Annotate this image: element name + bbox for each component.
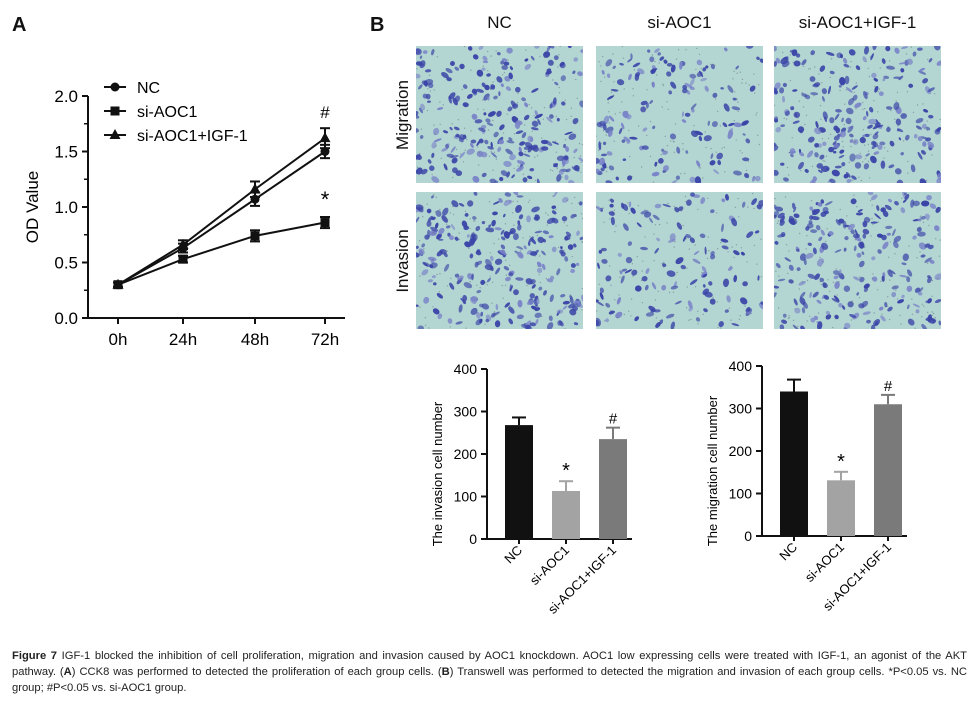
micrograph-migration-nc (416, 46, 583, 183)
caption-text-b: ) Transwell was performed to detected th… (12, 666, 967, 694)
legend-marker (110, 82, 120, 92)
data-point (249, 183, 261, 194)
column-header: NC (487, 13, 512, 32)
micrograph-invasion-si-aoc1 (596, 192, 763, 329)
column-header: si-AOC1+IGF-1 (798, 13, 917, 32)
x-tick-label: NC (776, 540, 800, 564)
micrograph-migration-si-aoc1 (596, 46, 763, 183)
micrograph-image (596, 46, 763, 183)
x-tick-label: 48h (241, 330, 269, 349)
significance-mark: * (321, 187, 330, 212)
significance-mark: # (609, 411, 618, 428)
y-tick-label: 400 (729, 358, 753, 374)
y-tick-label: 300 (729, 401, 753, 417)
y-tick-label: 0.0 (54, 309, 78, 328)
x-tick-label: si-AOC1 (802, 540, 847, 585)
row-label: Invasion (393, 228, 412, 293)
y-tick-label: 200 (454, 446, 478, 462)
bar (505, 425, 533, 539)
y-tick-label: 0 (469, 531, 477, 547)
series-si-aoc1 (113, 215, 330, 290)
panel-a-letter: A (12, 14, 27, 36)
legend-label: NC (137, 80, 160, 97)
invasion-bar-chart: 0 100 200 300 400 The invasion cell number NC *… (430, 361, 632, 617)
micrograph-invasion-nc (416, 192, 583, 329)
bar (874, 404, 902, 536)
data-point (177, 238, 189, 249)
series-line (117, 137, 326, 286)
y-tick-label: 1.5 (54, 143, 78, 162)
x-tick-label: NC (501, 543, 525, 567)
y-tick-label: 200 (729, 443, 753, 459)
od-line-chart: 0.0 0.5 1.0 1.5 2.0 0h 24h 48h 72h OD Value # * NC si… (23, 80, 345, 349)
bar (827, 480, 855, 536)
micrograph-migration-si-aoc1-igf-1 (774, 46, 941, 183)
y-axis-label: The invasion cell number (430, 401, 445, 546)
x-tick-label: 72h (311, 330, 339, 349)
micrograph-image (774, 192, 941, 329)
bar (552, 490, 580, 539)
x-tick-label: 24h (169, 330, 197, 349)
y-tick-label: 100 (729, 486, 753, 502)
legend-marker (109, 129, 121, 139)
caption-text: IGF-1 blocked the inhibition of cell pro… (12, 650, 968, 678)
micrograph-invasion-si-aoc1-igf-1 (774, 192, 941, 329)
significance-mark: * (837, 451, 845, 473)
data-point (178, 254, 188, 264)
caption-text-a: ) CCK8 was performed to detected the pro… (71, 666, 442, 678)
y-tick-label: 400 (454, 361, 478, 377)
data-point (319, 132, 331, 143)
data-point (320, 147, 330, 156)
legend-marker (110, 106, 120, 116)
data-point (320, 218, 330, 228)
y-tick-label: 1.0 (54, 198, 78, 217)
series-si-aoc1-igf-1 (112, 127, 331, 289)
caption-ref-b: B (441, 666, 450, 678)
figure-caption: Figure 7 IGF-1 blocked the inhibition of… (12, 648, 967, 696)
micrograph-image (416, 192, 583, 329)
caption-label: Figure 7 (12, 650, 58, 662)
legend: NC si-AOC1 si-AOC1+IGF-1 (104, 80, 248, 145)
bar (599, 439, 627, 539)
micrograph-image (416, 46, 583, 183)
y-tick-label: 0.5 (54, 254, 78, 273)
y-tick-label: 300 (454, 404, 478, 420)
x-tick-label: 0h (109, 330, 128, 349)
y-tick-label: 100 (454, 489, 478, 505)
row-label: Migration (393, 79, 412, 150)
micrograph-image (774, 46, 941, 183)
column-header: si-AOC1 (647, 13, 712, 32)
significance-mark: # (320, 103, 330, 122)
micrograph-image (596, 192, 763, 329)
bar (780, 391, 808, 536)
y-tick-label: 2.0 (54, 87, 78, 106)
y-axis-label: The migration cell number (705, 395, 720, 546)
caption-ref-a: A (63, 666, 72, 678)
significance-mark: # (884, 378, 893, 395)
x-tick-label: si-AOC1 (527, 543, 572, 588)
legend-label: si-AOC1+IGF-1 (137, 128, 248, 145)
data-point (112, 278, 124, 289)
legend-label: si-AOC1 (137, 104, 198, 121)
series-line (117, 221, 326, 286)
y-axis-label: OD Value (23, 171, 42, 243)
data-point (250, 231, 260, 241)
migration-bar-chart: 0 100 200 300 400 The migration cell number NC… (705, 358, 907, 614)
panel-b-letter: B (370, 14, 385, 36)
series-line (117, 150, 326, 286)
y-tick-label: 0 (744, 528, 752, 544)
significance-mark: * (562, 460, 570, 482)
